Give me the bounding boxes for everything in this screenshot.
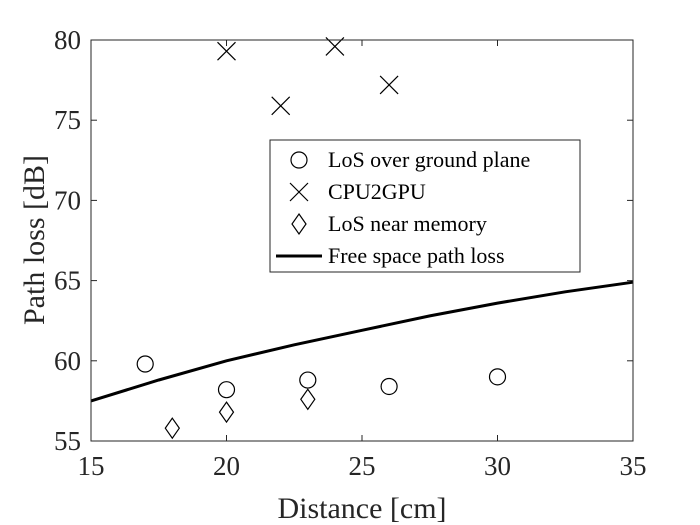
y-tick-label-60: 60 bbox=[54, 346, 81, 376]
legend-swatch-los-over-ground-plane bbox=[290, 151, 308, 169]
legend-box bbox=[269, 139, 581, 273]
los-near-memory-point bbox=[164, 417, 181, 440]
legend-swatch-cpu2gpu bbox=[289, 182, 309, 202]
legend-swatch-los-near-memory bbox=[291, 212, 307, 236]
x-tick-label-15: 15 bbox=[78, 451, 105, 481]
cpu2gpu-point bbox=[271, 96, 291, 116]
legend-label-cpu2gpu: CPU2GPU bbox=[328, 179, 426, 204]
y-tick-label-70: 70 bbox=[54, 185, 81, 215]
legend-label-free-space-path-loss: Free space path loss bbox=[328, 243, 505, 268]
x-tick-label-20: 20 bbox=[213, 451, 240, 481]
legend-label-los-over-ground-plane: LoS over ground plane bbox=[328, 147, 530, 172]
los-over-ground-plane-point bbox=[299, 371, 317, 389]
los-near-memory-point bbox=[218, 401, 235, 424]
los-over-ground-plane-point bbox=[380, 377, 398, 396]
los-over-ground-plane-point bbox=[488, 368, 507, 386]
los-over-ground-plane-point bbox=[217, 381, 236, 399]
los-near-memory-point bbox=[300, 388, 316, 411]
cpu2gpu-point bbox=[379, 75, 399, 95]
legend: LoS over ground plane CPU2GPU LoS near mem… bbox=[269, 139, 581, 273]
legend-label-los-near-memory: LoS near memory bbox=[328, 211, 487, 236]
cpu2gpu-point bbox=[217, 41, 236, 61]
x-axis-label: Distance [cm] bbox=[277, 492, 446, 525]
x-tick-label-35: 35 bbox=[620, 451, 647, 481]
y-tick-label-80: 80 bbox=[54, 25, 81, 55]
los-over-ground-plane-point bbox=[136, 355, 154, 373]
y-tick-label-75: 75 bbox=[54, 105, 81, 135]
x-tick-label-25: 25 bbox=[349, 451, 376, 481]
y-axis-label: Path loss [dB] bbox=[18, 155, 51, 325]
free-space-path-loss-line bbox=[90, 280, 634, 403]
x-tick-label-30: 30 bbox=[484, 451, 511, 481]
y-tick-label-65: 65 bbox=[54, 266, 81, 296]
y-tick-label-55: 55 bbox=[54, 426, 81, 456]
plot-frame bbox=[90, 39, 634, 442]
